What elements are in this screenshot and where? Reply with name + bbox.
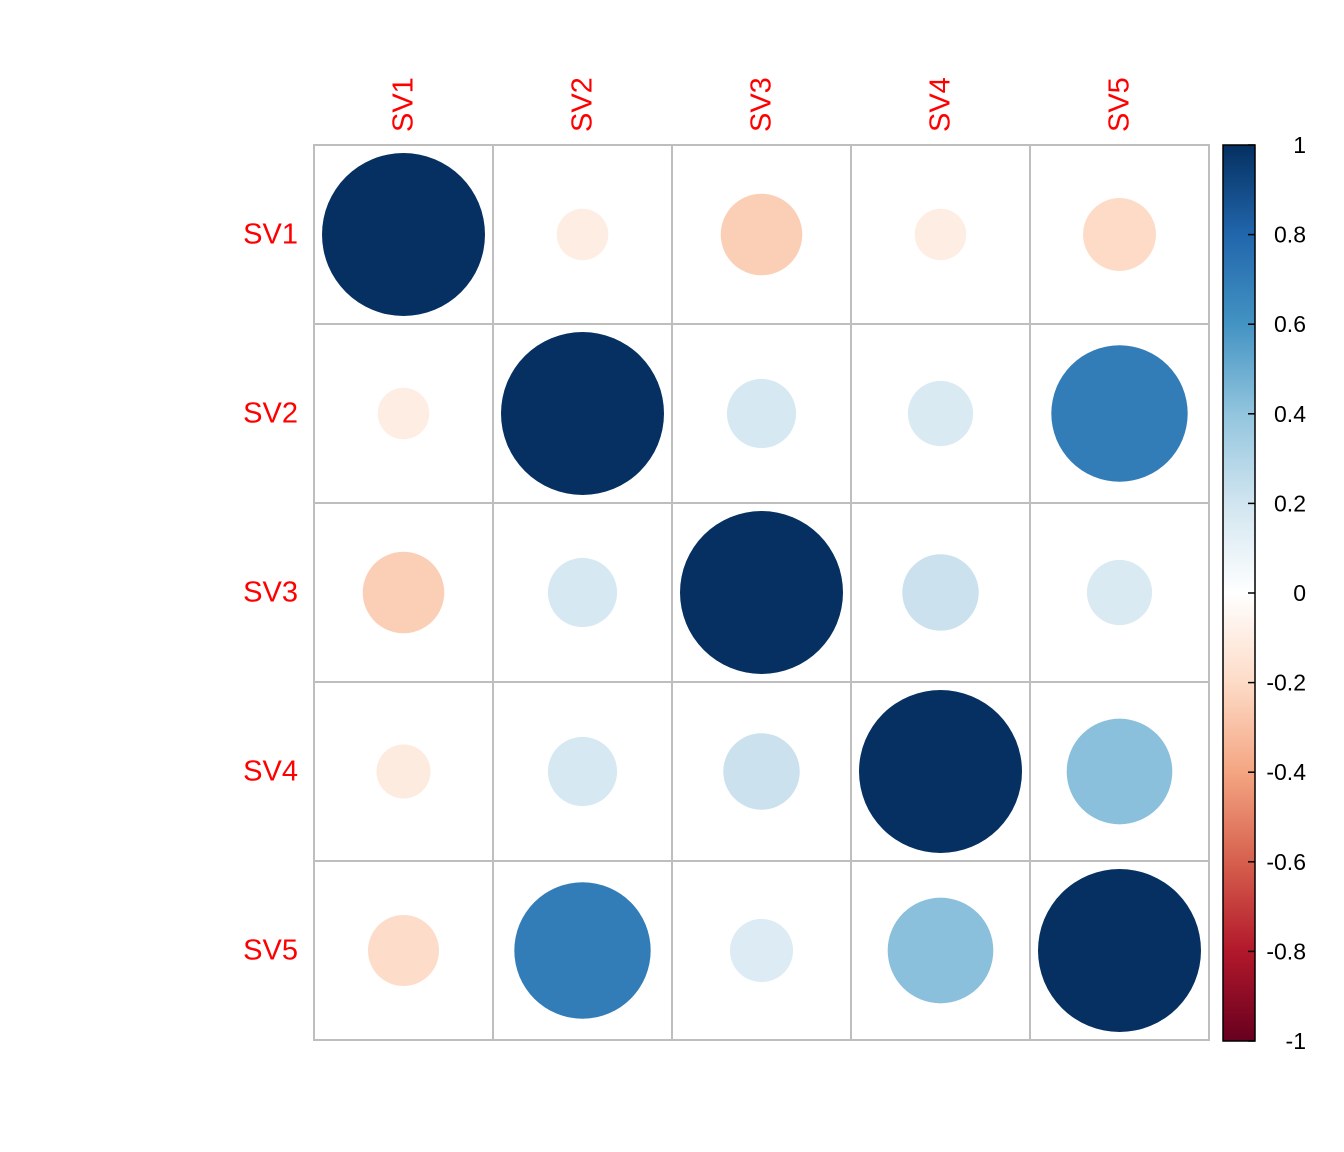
column-label-sv1: SV1 bbox=[388, 77, 420, 132]
colorbar-tick-label: 0 bbox=[1293, 580, 1306, 606]
corr-circle-sv4-sv3 bbox=[723, 733, 800, 810]
corr-circle-sv2-sv3 bbox=[726, 378, 797, 449]
corr-circle-sv1-sv5 bbox=[1083, 198, 1156, 271]
colorbar-tick-label: 0.8 bbox=[1274, 222, 1306, 248]
matrix-cell bbox=[850, 502, 1031, 683]
colorbar-tick-label: 0.4 bbox=[1274, 401, 1306, 427]
row-label-sv1: SV1 bbox=[243, 219, 298, 251]
corr-circle-sv3-sv4 bbox=[902, 554, 979, 631]
corr-circle-sv5-sv3 bbox=[729, 918, 794, 983]
corr-circle-sv4-sv2 bbox=[547, 736, 618, 807]
colorbar-tick-label: 1 bbox=[1293, 132, 1306, 158]
colorbar-tick-label: -0.6 bbox=[1266, 849, 1306, 875]
corr-circle-sv4-sv1 bbox=[376, 744, 431, 799]
corr-circle-sv3-sv1 bbox=[362, 551, 445, 634]
corr-circle-sv5-sv4 bbox=[887, 897, 994, 1004]
column-label-sv3: SV3 bbox=[746, 77, 778, 132]
corr-circle-sv5-sv2 bbox=[514, 882, 651, 1019]
row-label-sv4: SV4 bbox=[243, 756, 298, 788]
column-label-sv2: SV2 bbox=[567, 77, 599, 132]
row-label-sv3: SV3 bbox=[243, 577, 298, 609]
corr-circle-sv5-sv1 bbox=[367, 914, 440, 987]
colorbar-tick-label: -0.4 bbox=[1266, 759, 1306, 785]
colorbar-legend: 1 0.8 0.6 0.4 0.2 0 -0.2 -0.4 -0.6 -0.8 -1 bbox=[1222, 132, 1306, 1054]
corr-circle-sv2-sv2 bbox=[501, 332, 664, 495]
colorbar-tick-label: -0.2 bbox=[1266, 670, 1306, 696]
corr-circle-sv3-sv3 bbox=[680, 511, 843, 674]
matrix-cells bbox=[313, 144, 1210, 1041]
column-label-sv5: SV5 bbox=[1104, 77, 1136, 132]
corr-circle-sv2-sv4 bbox=[907, 380, 974, 447]
corr-circle-sv4-sv5 bbox=[1066, 718, 1173, 825]
row-label-sv5: SV5 bbox=[243, 935, 298, 967]
corr-circle-sv1-sv4 bbox=[914, 208, 967, 261]
column-labels: SV1 SV2 SV3 SV4 SV5 bbox=[388, 77, 1136, 132]
matrix-cell bbox=[671, 323, 852, 504]
colorbar-tick-label: 0.6 bbox=[1274, 311, 1306, 337]
corr-circle-sv5-sv5 bbox=[1038, 869, 1201, 1032]
column-label-sv4: SV4 bbox=[925, 77, 957, 132]
row-labels: SV1 SV2 SV3 SV4 SV5 bbox=[243, 219, 298, 967]
corr-circle-sv2-sv5 bbox=[1051, 345, 1188, 482]
corr-circle-sv4-sv4 bbox=[859, 690, 1022, 853]
corr-circle-sv2-sv1 bbox=[377, 387, 430, 440]
corr-circle-sv3-sv2 bbox=[547, 557, 618, 628]
corr-circle-sv1-sv3 bbox=[720, 193, 803, 276]
colorbar-tick-label: 0.2 bbox=[1274, 490, 1306, 516]
corr-circle-sv1-sv2 bbox=[556, 208, 609, 261]
row-label-sv2: SV2 bbox=[243, 398, 298, 430]
colorbar-tick-label: -1 bbox=[1286, 1028, 1306, 1054]
colorbar-tick-label: -0.8 bbox=[1266, 938, 1306, 964]
corr-circle-sv1-sv1 bbox=[322, 153, 485, 316]
corr-circle-sv3-sv5 bbox=[1086, 559, 1153, 626]
correlation-circles bbox=[322, 153, 1201, 1032]
